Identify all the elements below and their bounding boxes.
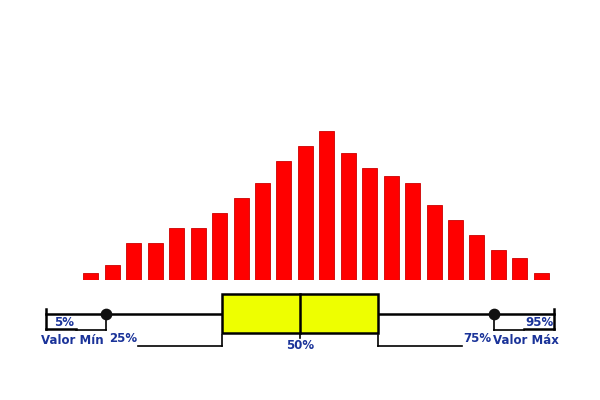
Bar xyxy=(191,228,206,280)
Bar xyxy=(148,243,163,280)
Bar xyxy=(319,131,334,280)
Bar xyxy=(83,272,98,280)
Bar xyxy=(383,176,398,280)
Bar xyxy=(362,168,377,280)
Point xyxy=(490,310,499,317)
Text: Valor Mín: Valor Mín xyxy=(41,334,103,347)
Bar xyxy=(298,146,313,280)
Bar xyxy=(448,220,463,280)
Bar xyxy=(491,250,506,280)
Text: 25%: 25% xyxy=(109,332,137,345)
Bar xyxy=(341,153,356,280)
Text: 95%: 95% xyxy=(526,316,554,329)
Bar xyxy=(126,243,141,280)
Bar xyxy=(469,235,484,280)
Text: 50%: 50% xyxy=(286,339,314,352)
Bar xyxy=(233,198,248,280)
Bar xyxy=(222,294,379,333)
Bar xyxy=(212,213,227,280)
Bar xyxy=(405,183,420,280)
Bar xyxy=(277,161,292,280)
Bar xyxy=(512,258,527,280)
Bar xyxy=(169,228,184,280)
Bar xyxy=(105,265,120,280)
Text: 75%: 75% xyxy=(463,332,491,345)
Bar xyxy=(534,272,549,280)
Text: 5%: 5% xyxy=(54,316,74,329)
Text: Valor Máx: Valor Máx xyxy=(493,334,559,347)
Bar xyxy=(427,206,442,280)
Bar xyxy=(255,183,270,280)
Point xyxy=(101,310,110,317)
